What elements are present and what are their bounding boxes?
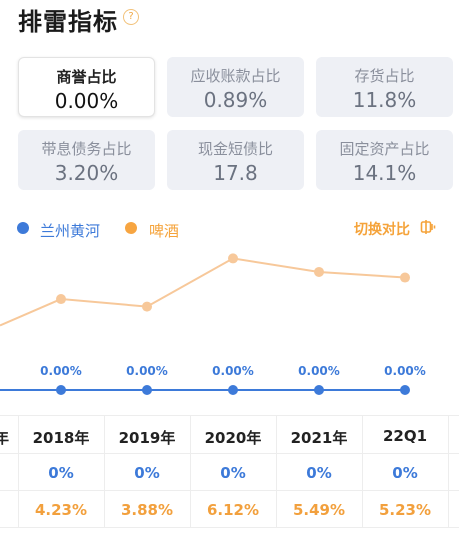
table-header-year: 2021年 [290,429,348,447]
table-cell-industry: 5.23% [378,501,432,519]
data-label-company: 0.00% [40,364,82,378]
legend-dot-company [17,222,29,234]
data-point-industry[interactable] [142,301,152,312]
card-value: 14.1% [352,161,417,185]
card-value: 3.20% [54,161,119,185]
data-label-company: 0.00% [384,364,426,378]
table-cell-industry: 6.12% [206,501,260,519]
table-cell-industry: 3.88% [120,501,174,519]
data-point-industry[interactable] [314,266,324,277]
data-point-industry[interactable] [400,272,410,283]
table-header-year: 2018年 [32,429,90,447]
series-line-industry [0,257,406,327]
card-label: 现金短债比 [197,140,273,158]
data-point-company[interactable] [142,385,152,395]
table-column-divider [448,415,449,527]
table-column-divider [104,415,105,527]
table-divider [0,490,459,491]
card-value: 0.89% [203,88,268,112]
data-point-company[interactable] [314,385,324,395]
table-cell-company: 0% [306,464,332,482]
card-label: 商誉占比 [56,68,117,86]
help-icon[interactable]: ? [123,9,139,25]
card-fixed-assets-ratio[interactable]: 固定资产占比 14.1% [316,130,453,190]
card-receivables-ratio[interactable]: 应收账款占比 0.89% [167,57,304,117]
table-column-divider [18,415,19,527]
table-column-divider [276,415,277,527]
legend-item-industry[interactable]: 啤酒 [149,222,180,240]
table-column-divider [362,415,363,527]
card-value: 11.8% [352,88,417,112]
card-label: 带息债务占比 [41,140,132,158]
table-cell-company: 0% [134,464,160,482]
card-inventory-ratio[interactable]: 存货占比 11.8% [316,57,453,117]
table-cell-company: 0% [48,464,74,482]
table-header-year: 2020年 [204,429,262,447]
switch-compare-button[interactable]: 切换对比 [354,222,410,238]
legend-dot-industry [125,222,137,234]
table-cell-industry: 5.49% [292,501,346,519]
data-point-company[interactable] [56,385,66,395]
table-cell-company: 0% [220,464,246,482]
data-point-company[interactable] [228,385,238,395]
card-goodwill-ratio[interactable]: 商誉占比 0.00% [18,57,155,117]
table-header-year: 2019年 [118,429,176,447]
card-value: 0.00% [54,89,119,113]
legend-item-company[interactable]: 兰州黄河 [40,222,101,240]
data-label-company: 0.00% [126,364,168,378]
card-label: 固定资产占比 [339,140,430,158]
data-label-company: 0.00% [212,364,254,378]
table-header-cut-off: 年 [0,429,10,447]
table-top-border [0,415,459,416]
table-cell-industry: 4.23% [34,501,88,519]
data-point-company[interactable] [400,385,410,395]
page-title: 排雷指标 [18,8,118,36]
table-bottom-border [0,527,459,528]
switch-compare-icon[interactable] [420,219,436,235]
table-cell-company: 0% [392,464,418,482]
card-cash-short-debt-ratio[interactable]: 现金短债比 17.8 [167,130,304,190]
trend-chart: 0.00% 0.00% 0.00% 0.00% 0.00% [0,253,426,395]
card-label: 应收账款占比 [190,67,281,85]
card-label: 存货占比 [354,67,415,85]
table-column-divider [190,415,191,527]
data-label-company: 0.00% [298,364,340,378]
data-point-industry[interactable] [228,253,238,264]
data-point-industry[interactable] [56,294,66,305]
card-interest-debt-ratio[interactable]: 带息债务占比 3.20% [18,130,155,190]
table-header-year: 22Q1 [382,427,428,445]
table-divider [0,453,459,454]
card-value: 17.8 [213,161,258,185]
